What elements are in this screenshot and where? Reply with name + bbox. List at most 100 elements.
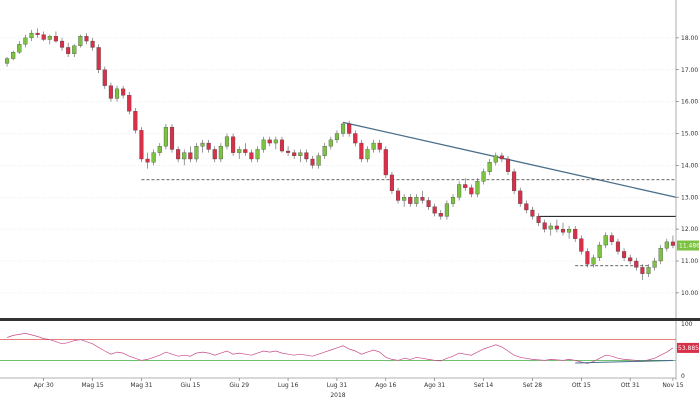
candle	[249, 149, 254, 163]
candle	[267, 136, 272, 147]
date-tick-label: Nov 15	[662, 382, 683, 389]
candle	[414, 194, 419, 207]
candle	[377, 139, 382, 153]
date-tick-label: Set 28	[523, 382, 543, 389]
svg-text:53.8853: 53.8853	[678, 345, 700, 352]
candle	[652, 257, 657, 271]
candle	[512, 168, 517, 195]
candle	[273, 136, 278, 150]
candle	[438, 210, 443, 220]
candle	[292, 149, 297, 159]
candle	[548, 222, 553, 236]
candle	[84, 33, 89, 45]
candle	[481, 168, 486, 185]
candle	[200, 139, 205, 153]
candle	[615, 238, 621, 255]
candle	[102, 66, 107, 89]
price-tick-label: 15.00	[681, 131, 698, 138]
candle	[90, 37, 95, 51]
oscillator-trendline	[575, 359, 673, 364]
candle	[322, 143, 327, 159]
candle	[188, 146, 193, 163]
candle	[628, 254, 633, 265]
trendline-annotations	[141, 121, 677, 267]
date-tick-label: Ago 16	[375, 382, 396, 389]
candle	[383, 146, 388, 179]
price-tick-label: 18.00	[681, 35, 698, 42]
candle	[169, 123, 175, 153]
price-tick-label: 11.00	[681, 258, 698, 265]
candle	[505, 155, 511, 175]
candle	[353, 130, 358, 147]
candle	[243, 143, 248, 156]
candle	[328, 136, 333, 150]
candle	[622, 248, 627, 261]
candle	[316, 152, 321, 169]
candle	[634, 257, 639, 271]
candle	[402, 194, 407, 207]
candle	[206, 139, 211, 153]
candle	[420, 190, 425, 204]
oscillator-line	[6, 333, 674, 364]
candle	[585, 248, 590, 268]
candle	[359, 139, 364, 163]
date-tick-label: Ago 31	[424, 382, 445, 389]
candle	[121, 85, 126, 99]
candle	[151, 149, 156, 166]
candle	[609, 232, 614, 246]
price-axis: 10.00 11.00 12.00 13.00 14.00 15.00 16.00 17.00…	[675, 0, 700, 318]
candle	[255, 146, 260, 163]
oscillator-tick-label: 0	[681, 373, 685, 380]
candle	[231, 133, 236, 156]
date-axis: Apr 30 Mag 15 Mag 31 Giu 15 Giu 29 Lug 16 Lug …	[0, 377, 684, 389]
candle	[261, 136, 266, 153]
candle	[53, 31, 58, 43]
candle	[47, 34, 52, 45]
candle	[127, 92, 132, 115]
candle	[567, 225, 572, 239]
candle	[450, 194, 456, 207]
candle	[35, 28, 40, 38]
candle	[664, 238, 669, 252]
candle	[298, 149, 303, 163]
candle	[646, 264, 651, 277]
candle	[310, 155, 315, 169]
year-label: 2018	[330, 392, 345, 399]
candle	[530, 206, 535, 220]
candle	[157, 143, 162, 156]
candle	[17, 41, 22, 54]
candle	[347, 120, 352, 137]
oscillator-last-badge: 53.8853	[677, 342, 700, 353]
candle	[457, 181, 462, 201]
candle	[341, 122, 346, 137]
candle	[11, 50, 16, 61]
candle	[597, 241, 602, 261]
candle	[395, 187, 401, 204]
candle	[279, 136, 285, 153]
candle	[432, 203, 437, 217]
candle	[493, 152, 498, 166]
panel-divider	[0, 318, 700, 321]
candle	[96, 44, 101, 73]
candle	[163, 123, 168, 150]
candle	[670, 235, 675, 249]
date-tick-label: Lug 31	[327, 382, 348, 389]
candle	[72, 44, 77, 57]
candle	[444, 200, 449, 220]
candle	[176, 146, 181, 163]
candle	[658, 245, 663, 265]
candle	[237, 146, 242, 159]
candle	[224, 133, 230, 150]
candle	[133, 108, 138, 134]
oscillator-series	[6, 333, 674, 364]
candle	[579, 235, 584, 255]
candle	[603, 232, 608, 249]
date-tick-label: Set 14	[474, 382, 494, 389]
candle	[194, 143, 199, 163]
candle	[334, 130, 339, 144]
candle	[536, 213, 541, 226]
date-tick-label: Giu 15	[180, 382, 200, 389]
date-tick-label: Mag 15	[81, 382, 103, 389]
price-tick-label: 10.00	[681, 290, 698, 297]
